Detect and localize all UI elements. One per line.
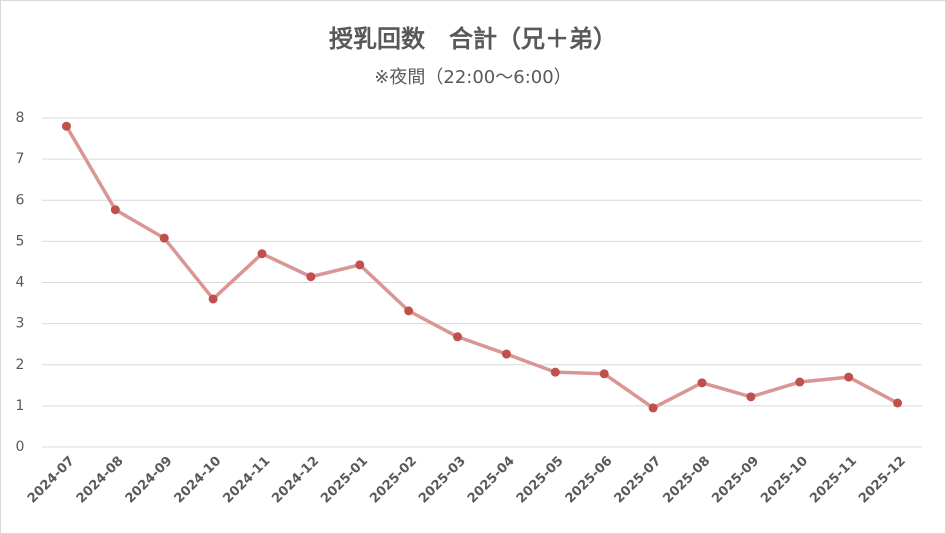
marker: [355, 260, 365, 270]
y-tick-label: 5: [16, 233, 25, 249]
y-tick-label: 7: [16, 151, 25, 167]
marker: [795, 377, 805, 387]
marker: [599, 369, 609, 379]
marker: [110, 205, 120, 215]
marker: [648, 403, 658, 413]
y-tick-label: 3: [16, 316, 25, 332]
marker: [550, 367, 560, 377]
y-tick-label: 2: [16, 357, 25, 373]
marker: [257, 249, 267, 259]
marker: [404, 306, 414, 316]
marker: [697, 378, 707, 388]
y-tick-label: 6: [16, 192, 25, 208]
marker: [159, 233, 169, 243]
marker: [306, 272, 316, 282]
marker: [453, 332, 463, 342]
marker: [208, 294, 218, 304]
marker: [61, 121, 71, 131]
line: [64, 124, 900, 410]
marker: [893, 398, 903, 408]
y-tick-label: 1: [16, 398, 25, 414]
y-tick-label: 8: [16, 110, 25, 126]
y-tick-label: 4: [16, 275, 25, 291]
chart-subtitle: ※夜間（22:00～6:00）: [374, 67, 571, 88]
marker: [844, 372, 854, 382]
marker: [746, 392, 756, 402]
marker: [501, 349, 511, 359]
y-tick-label: 0: [16, 439, 25, 455]
chart-title: 授乳回数 合計（兄＋弟）: [329, 25, 617, 53]
